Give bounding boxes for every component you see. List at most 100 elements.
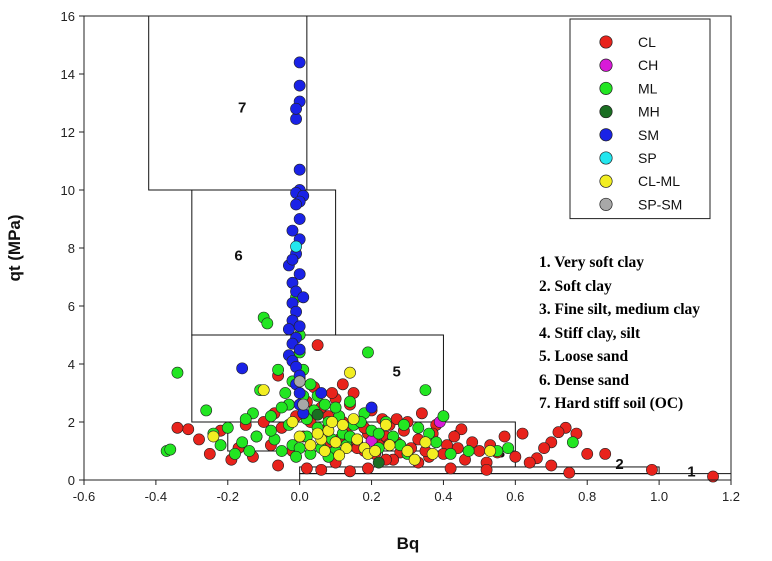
axes: -0.6 -0.4 -0.2 0.0 0.2 0.4 0.6 0.8 1.0 1.2 0 2 4 6 8 10…: [61, 9, 741, 504]
x-tick-label: 0.6: [506, 489, 524, 504]
y-tick-label: 6: [68, 299, 75, 314]
data-point-sm: [290, 102, 302, 115]
legend-box: [569, 18, 711, 220]
data-point-cl-ml: [351, 433, 364, 446]
data-point-ml: [229, 447, 241, 460]
y-tick-label: 2: [68, 415, 75, 430]
data-point-cl-ml: [286, 416, 299, 428]
data-point-cl-ml: [311, 427, 324, 440]
legend-label-cl-ml: CL-ML: [638, 173, 680, 189]
data-point-cl-ml: [336, 418, 349, 431]
data-point-ml: [372, 427, 385, 440]
x-tick-label: -0.4: [145, 489, 167, 504]
data-point-cl-ml: [318, 445, 331, 457]
legend-marker-mh: [599, 105, 613, 119]
zone-note: 2. Soft clay: [539, 277, 612, 295]
legend-label-ml: ML: [638, 80, 658, 96]
data-point-cl: [516, 427, 529, 440]
legend-label-sp: SP: [638, 150, 657, 166]
data-point-cl: [646, 463, 658, 476]
data-point-cl-ml: [340, 442, 353, 454]
zone-7-label: 7: [238, 99, 246, 116]
data-point-cl-ml: [380, 418, 392, 431]
data-point-ml: [344, 395, 356, 408]
data-point-sm: [290, 198, 302, 211]
data-point-cl: [455, 423, 468, 436]
legend-label-cl: CL: [638, 34, 656, 50]
data-point-cl: [193, 433, 205, 446]
data-point-cl: [203, 447, 216, 460]
data-point-ml: [171, 366, 184, 379]
data-point-ml: [214, 439, 227, 452]
data-point-ml: [221, 421, 234, 434]
data-point-sm: [297, 291, 310, 304]
data-point-cl-ml: [401, 445, 414, 457]
zone-6-label: 6: [234, 247, 242, 264]
zone-note: 7. Hard stiff soil (OC): [539, 395, 684, 412]
data-point-cl-ml: [329, 436, 342, 449]
data-point-ml: [250, 430, 263, 443]
data-point-cl: [326, 387, 338, 399]
x-tick-label: 0.2: [363, 489, 381, 504]
zone-note: 5. Loose sand: [539, 348, 629, 365]
data-point-cl: [509, 450, 522, 463]
data-point-cl: [552, 426, 565, 439]
data-point-sm: [365, 401, 378, 414]
data-point-cl: [315, 463, 328, 476]
data-point-ml: [265, 424, 277, 437]
data-point-sm: [293, 79, 306, 92]
legend-marker-cl-ml: [599, 174, 613, 188]
data-point-cl: [480, 463, 493, 476]
data-point-ml: [412, 421, 425, 434]
data-point-cl: [171, 421, 184, 434]
x-tick-label: -0.6: [73, 489, 95, 504]
data-point-ml: [164, 443, 177, 456]
data-point-sm: [293, 163, 306, 176]
zone-note: 3. Fine silt, medium clay: [539, 301, 701, 318]
data-point-cl: [545, 459, 558, 472]
data-point-cl-ml: [207, 430, 220, 443]
data-point-ml: [304, 378, 317, 391]
data-point-cl-ml: [408, 453, 421, 466]
data-point-cl: [300, 462, 313, 475]
y-tick-label: 12: [61, 125, 75, 140]
zone-2-label: 2: [615, 456, 623, 473]
zone-note: 4. Stiff clay, silt: [539, 324, 641, 342]
x-axis-title: Bq: [397, 534, 420, 553]
legend-label-sm: SM: [638, 127, 659, 143]
data-point-cl-ml: [484, 445, 497, 457]
data-point-ml: [239, 413, 252, 425]
data-point-cl: [538, 442, 550, 454]
data-point-cl-ml: [304, 439, 317, 452]
x-tick-label: 0.4: [434, 489, 452, 504]
data-point-cl-ml: [257, 384, 270, 396]
data-point-ml: [566, 436, 579, 449]
legend: CL CH ML MH SM SP CL-ML SP-SM: [569, 18, 711, 220]
data-point-cl: [448, 430, 461, 443]
zone-note: 6. Dense sand: [539, 371, 630, 389]
zone-7-boundary: [148, 15, 308, 191]
data-point-cl-ml: [369, 445, 382, 457]
data-point-sm: [293, 213, 306, 225]
data-point-sm: [293, 320, 306, 333]
legend-marker-ml: [599, 81, 613, 95]
data-point-ml: [200, 404, 213, 417]
data-point-ml: [243, 445, 256, 457]
data-point-cl: [362, 462, 374, 475]
legend-label-ch: CH: [638, 57, 658, 73]
zone-1-boundary: [299, 473, 732, 481]
y-tick-label: 8: [68, 241, 75, 256]
data-point-ml: [329, 401, 342, 414]
data-point-sm: [293, 56, 306, 69]
data-point-mh: [311, 408, 324, 421]
y-tick-label: 4: [68, 357, 75, 372]
data-point-cl-ml: [347, 413, 360, 425]
data-point-sm: [290, 113, 302, 125]
x-tick-label: -0.2: [217, 489, 239, 504]
data-point-sm: [293, 343, 306, 356]
data-point-ml: [290, 450, 302, 463]
data-point-ml: [261, 317, 274, 330]
data-point-cl: [523, 456, 536, 469]
data-point-ml: [502, 442, 515, 454]
